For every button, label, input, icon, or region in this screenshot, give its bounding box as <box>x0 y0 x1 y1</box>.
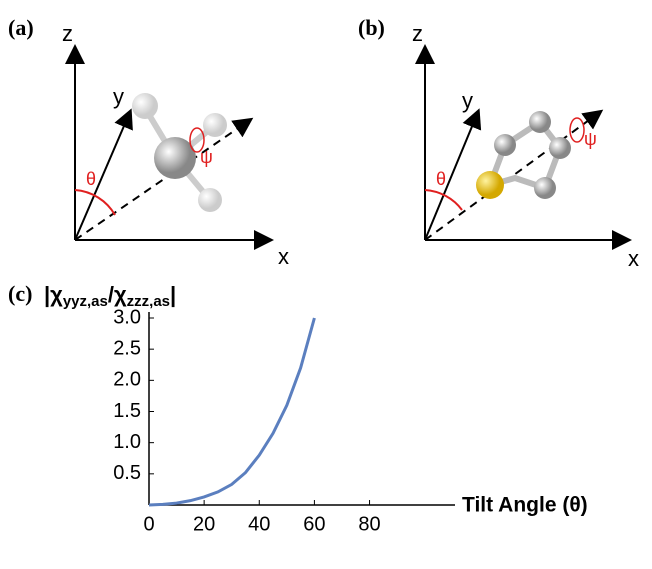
atom <box>529 111 551 133</box>
axis-label: x <box>278 244 289 269</box>
axis-label: y <box>462 88 473 113</box>
x-tick-label: 0 <box>143 513 154 535</box>
y-tick-label: 1.5 <box>113 400 141 422</box>
y-title-part: | <box>170 282 176 307</box>
y-tick-label: 1.0 <box>113 431 141 453</box>
tilt-symbol: θ <box>86 169 96 189</box>
atom <box>476 171 504 199</box>
y-title-sub: zzz,as <box>127 293 170 310</box>
atom <box>132 93 158 119</box>
atom <box>154 137 196 179</box>
atom <box>198 188 222 212</box>
x-axis-title: Tilt Angle (θ) <box>462 494 588 517</box>
y-axis <box>74 108 133 241</box>
panel-label: (a) <box>8 15 34 40</box>
twist-symbol: ψ <box>200 147 213 167</box>
panel-label: (c) <box>8 281 32 306</box>
twist-symbol: ψ <box>584 129 597 149</box>
y-tick-label: 2.0 <box>113 369 141 391</box>
tilt-symbol: θ <box>436 169 446 189</box>
y-title-sub: yyz,as <box>63 293 108 310</box>
x-tick-label: 80 <box>358 513 380 535</box>
x-tick-label: 60 <box>303 513 325 535</box>
tilt-arc <box>74 189 116 216</box>
x-tick-label: 40 <box>248 513 270 535</box>
panel-label: (b) <box>358 15 385 40</box>
y-tick-label: 0.5 <box>113 462 141 484</box>
curve <box>148 317 316 507</box>
twist-arc <box>189 127 205 153</box>
atom <box>549 137 571 159</box>
y-title-part: /χ <box>108 282 127 307</box>
panel-b: (b) z y x θ ψ <box>358 15 639 271</box>
panel-a: (a) z y x θ ψ <box>8 15 289 269</box>
tilt-arc <box>424 189 463 211</box>
molecule-axis <box>74 117 254 241</box>
y-title-part: |χ <box>44 282 63 307</box>
atom <box>534 177 556 199</box>
axis-label: y <box>113 84 124 109</box>
y-axis <box>424 108 482 241</box>
y-axis-title: |χyyz,as/χzzz,as| <box>44 282 176 310</box>
axis-label: z <box>412 21 423 46</box>
axis-label: x <box>628 246 639 271</box>
atom <box>494 134 516 156</box>
y-tick-label: 3.0 <box>113 306 141 328</box>
atom <box>203 113 227 137</box>
twist-arc <box>569 117 585 143</box>
y-tick-label: 2.5 <box>113 337 141 359</box>
panel-c: (c) |χyyz,as/χzzz,as| Tilt Angle (θ) 0.5… <box>8 281 588 535</box>
axis-label: z <box>62 21 73 46</box>
x-tick-label: 20 <box>193 513 215 535</box>
